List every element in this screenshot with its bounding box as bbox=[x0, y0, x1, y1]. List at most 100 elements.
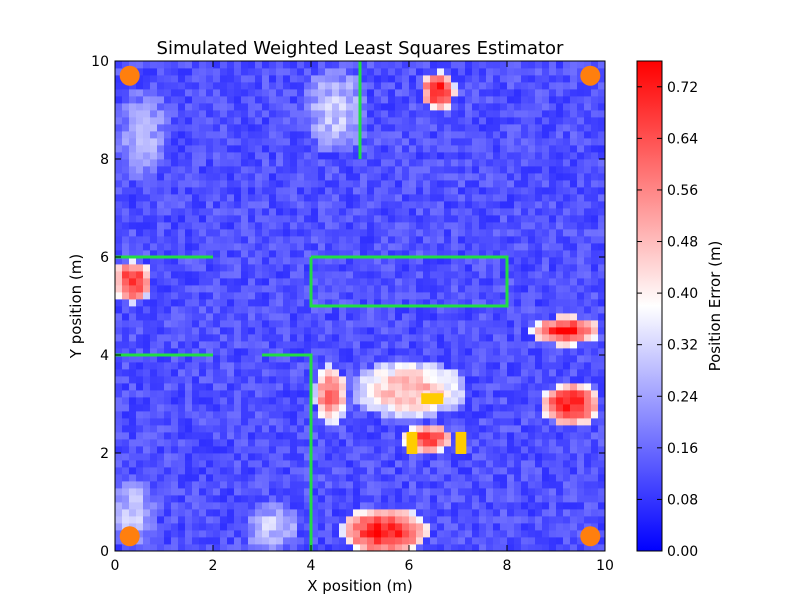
heatmap-cell bbox=[311, 502, 319, 510]
heatmap-cell bbox=[528, 222, 536, 230]
heatmap-cell bbox=[206, 439, 214, 447]
heatmap-cell bbox=[283, 369, 291, 377]
heatmap-cell bbox=[451, 250, 459, 258]
heatmap-cell bbox=[234, 502, 242, 510]
heatmap-cell bbox=[381, 481, 389, 489]
heatmap-cell bbox=[556, 68, 564, 76]
heatmap-cell bbox=[388, 236, 396, 244]
heatmap-cell bbox=[171, 250, 179, 258]
heatmap-cell bbox=[521, 124, 529, 132]
heatmap-cell bbox=[549, 481, 557, 489]
heatmap-cell bbox=[143, 138, 151, 146]
heatmap-cell bbox=[276, 180, 284, 188]
heatmap-cell bbox=[563, 467, 571, 475]
heatmap-cell bbox=[374, 96, 382, 104]
heatmap-cell bbox=[164, 467, 172, 475]
heatmap-cell bbox=[374, 397, 382, 405]
heatmap-cell bbox=[248, 376, 256, 384]
heatmap-cell bbox=[570, 474, 578, 482]
heatmap-cell bbox=[598, 523, 605, 531]
heatmap-cell bbox=[192, 481, 200, 489]
heatmap-cell bbox=[353, 124, 361, 132]
heatmap-cell bbox=[276, 530, 284, 538]
heatmap-cell bbox=[528, 418, 536, 426]
anchor-marker bbox=[119, 65, 140, 86]
heatmap-cell bbox=[514, 481, 522, 489]
heatmap-cell bbox=[353, 460, 361, 468]
heatmap-cell bbox=[255, 215, 263, 223]
heatmap-cell bbox=[185, 96, 193, 104]
heatmap-cell bbox=[339, 299, 347, 307]
heatmap-cell bbox=[549, 509, 557, 517]
heatmap-cell bbox=[241, 236, 249, 244]
heatmap-cell bbox=[486, 537, 494, 545]
heatmap-cell bbox=[255, 250, 263, 258]
heatmap-cell bbox=[395, 236, 403, 244]
heatmap-cell bbox=[500, 68, 508, 76]
heatmap-cell bbox=[367, 159, 375, 167]
heatmap-cell bbox=[402, 236, 410, 244]
heatmap-cell bbox=[339, 173, 347, 181]
heatmap-layer bbox=[115, 61, 605, 551]
heatmap-cell bbox=[178, 264, 186, 272]
heatmap-cell bbox=[563, 495, 571, 503]
heatmap-cell bbox=[458, 467, 466, 475]
heatmap-cell bbox=[430, 173, 438, 181]
heatmap-cell bbox=[388, 383, 396, 391]
heatmap-cell bbox=[269, 369, 277, 377]
heatmap-cell bbox=[262, 215, 270, 223]
heatmap-cell bbox=[444, 194, 452, 202]
heatmap-cell bbox=[367, 61, 375, 69]
heatmap-cell bbox=[241, 180, 249, 188]
heatmap-cell bbox=[150, 460, 158, 468]
heatmap-cell bbox=[479, 187, 487, 195]
heatmap-cell bbox=[213, 278, 221, 286]
heatmap-cell bbox=[283, 509, 291, 517]
heatmap-cell bbox=[486, 502, 494, 510]
heatmap-cell bbox=[346, 446, 354, 454]
heatmap-cell bbox=[150, 418, 158, 426]
heatmap-cell bbox=[535, 117, 543, 125]
heatmap-cell bbox=[129, 523, 137, 531]
heatmap-cell bbox=[395, 299, 403, 307]
heatmap-cell bbox=[220, 96, 228, 104]
heatmap-cell bbox=[255, 348, 263, 356]
heatmap-cell bbox=[556, 383, 564, 391]
heatmap-cell bbox=[213, 243, 221, 251]
heatmap-cell bbox=[388, 327, 396, 335]
heatmap-cell bbox=[388, 348, 396, 356]
heatmap-cell bbox=[143, 509, 151, 517]
heatmap-cell bbox=[304, 229, 312, 237]
x-tick-label: 0 bbox=[111, 558, 120, 574]
heatmap-cell bbox=[521, 320, 529, 328]
heatmap-cell bbox=[332, 376, 340, 384]
heatmap-cell bbox=[136, 68, 144, 76]
heatmap-cell bbox=[444, 509, 452, 517]
heatmap-cell bbox=[241, 229, 249, 237]
heatmap-cell bbox=[283, 411, 291, 419]
heatmap-cell bbox=[129, 432, 137, 440]
heatmap-cell bbox=[262, 481, 270, 489]
heatmap-cell bbox=[395, 173, 403, 181]
heatmap-cell bbox=[192, 201, 200, 209]
heatmap-cell bbox=[255, 376, 263, 384]
heatmap-cell bbox=[255, 75, 263, 83]
heatmap-cell bbox=[493, 411, 501, 419]
heatmap-cell bbox=[458, 537, 466, 545]
heatmap-cell bbox=[367, 82, 375, 90]
heatmap-cell bbox=[339, 432, 347, 440]
heatmap-cell bbox=[220, 397, 228, 405]
heatmap-cell bbox=[479, 348, 487, 356]
heatmap-cell bbox=[521, 383, 529, 391]
heatmap-cell bbox=[486, 530, 494, 538]
heatmap-cell bbox=[458, 425, 466, 433]
heatmap-cell bbox=[199, 355, 207, 363]
heatmap-cell bbox=[339, 460, 347, 468]
heatmap-cell bbox=[206, 236, 214, 244]
heatmap-cell bbox=[332, 544, 340, 551]
heatmap-cell bbox=[577, 355, 585, 363]
heatmap-cell bbox=[353, 229, 361, 237]
heatmap-cell bbox=[479, 369, 487, 377]
heatmap-cell bbox=[283, 341, 291, 349]
heatmap-cell bbox=[493, 537, 501, 545]
